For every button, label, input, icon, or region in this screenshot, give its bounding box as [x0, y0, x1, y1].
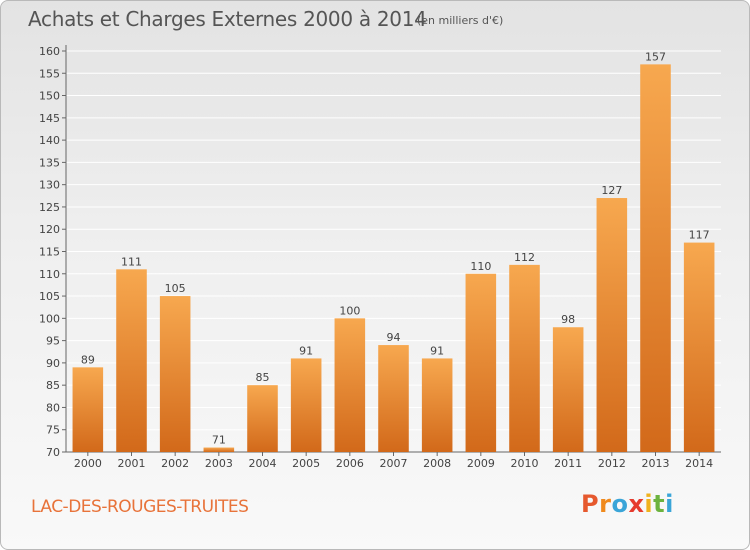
bar-2001	[116, 269, 147, 452]
y-tick-label: 70	[46, 446, 60, 459]
value-label-2011: 98	[561, 313, 575, 326]
y-tick-label: 105	[39, 290, 60, 303]
x-tick-label-2013: 2013	[642, 457, 670, 470]
bar-2012	[596, 198, 628, 452]
x-tick-label-2008: 2008	[423, 457, 451, 470]
logo-letter: o	[611, 490, 629, 518]
bar-2002	[159, 296, 191, 452]
y-tick-label: 75	[46, 424, 60, 437]
y-tick-label: 120	[39, 223, 60, 236]
value-label-2001: 111	[121, 255, 142, 268]
y-tick-label: 125	[39, 201, 60, 214]
x-tick-label-2003: 2003	[205, 457, 233, 470]
y-tick-label: 135	[39, 156, 60, 169]
y-tick-label: 110	[39, 268, 60, 281]
value-label-2009: 110	[470, 260, 491, 273]
y-tick-label: 150	[39, 90, 60, 103]
x-tick-label-2007: 2007	[380, 457, 408, 470]
logo-letter: P	[581, 490, 600, 518]
value-label-2004: 85	[256, 371, 270, 384]
y-tick-label: 95	[46, 335, 60, 348]
logo-letter: i	[665, 490, 674, 518]
logo-letter: t	[653, 490, 666, 518]
y-tick-label: 100	[39, 312, 60, 325]
x-tick-label-2009: 2009	[467, 457, 495, 470]
bar-2007	[378, 345, 409, 452]
bar-2014	[683, 242, 715, 452]
x-tick-label-2005: 2005	[292, 457, 320, 470]
value-label-2008: 91	[430, 344, 444, 357]
y-tick-label: 145	[39, 112, 60, 125]
value-label-2012: 127	[601, 184, 622, 197]
bars	[72, 64, 715, 452]
logo-letter: i	[644, 490, 654, 518]
value-label-2006: 100	[339, 304, 360, 317]
y-tick-label: 115	[39, 246, 60, 259]
x-tick-label-2011: 2011	[554, 457, 582, 470]
x-tick-label-2014: 2014	[685, 457, 713, 470]
y-tick-label: 130	[39, 179, 60, 192]
x-tick-label-2010: 2010	[511, 457, 539, 470]
y-tick-label: 160	[39, 45, 60, 58]
y-tick-label: 90	[46, 357, 60, 370]
bar-2010	[509, 264, 540, 452]
value-label-2003: 71	[212, 434, 226, 447]
logo-letter: x	[628, 490, 645, 518]
chart-unit: (en milliers d'€)	[417, 14, 504, 27]
proxiti-logo[interactable]: Proxiti	[581, 490, 674, 518]
bar-2009	[465, 273, 497, 452]
bar-2008	[421, 358, 453, 452]
bar-2013	[640, 64, 671, 452]
y-tick-label: 85	[46, 379, 60, 392]
chart-title: Achats et Charges Externes 2000 à 2014	[28, 7, 427, 31]
logo-letter: r	[599, 490, 612, 518]
bar-2004	[247, 385, 278, 452]
bar-2011	[552, 327, 584, 452]
x-tick-label-2006: 2006	[336, 457, 364, 470]
bar-2005	[290, 358, 322, 452]
bar-2000	[72, 367, 104, 452]
commune-name: LAC-DES-ROUGES-TRUITES	[31, 497, 249, 517]
x-tick-label-2001: 2001	[118, 457, 146, 470]
value-label-2013: 157	[645, 50, 666, 63]
value-label-2007: 94	[387, 331, 401, 344]
labels: 70 75 80 85 90 95 100 105 110 115 120 125 130 135 140 1…	[39, 45, 713, 470]
y-tick-label: 140	[39, 134, 60, 147]
x-tick-label-2004: 2004	[249, 457, 277, 470]
value-label-2002: 105	[165, 282, 186, 295]
y-tick-label: 155	[39, 67, 60, 80]
bar-2006	[334, 318, 366, 452]
x-tick-label-2012: 2012	[598, 457, 626, 470]
y-tick-label: 80	[46, 401, 60, 414]
x-tick-label-2002: 2002	[161, 457, 189, 470]
x-tick-label-2000: 2000	[74, 457, 102, 470]
bar-2003	[203, 447, 235, 452]
value-label-2010: 112	[514, 251, 535, 264]
value-label-2014: 117	[689, 229, 710, 242]
value-label-2005: 91	[299, 344, 313, 357]
value-label-2000: 89	[81, 353, 95, 366]
